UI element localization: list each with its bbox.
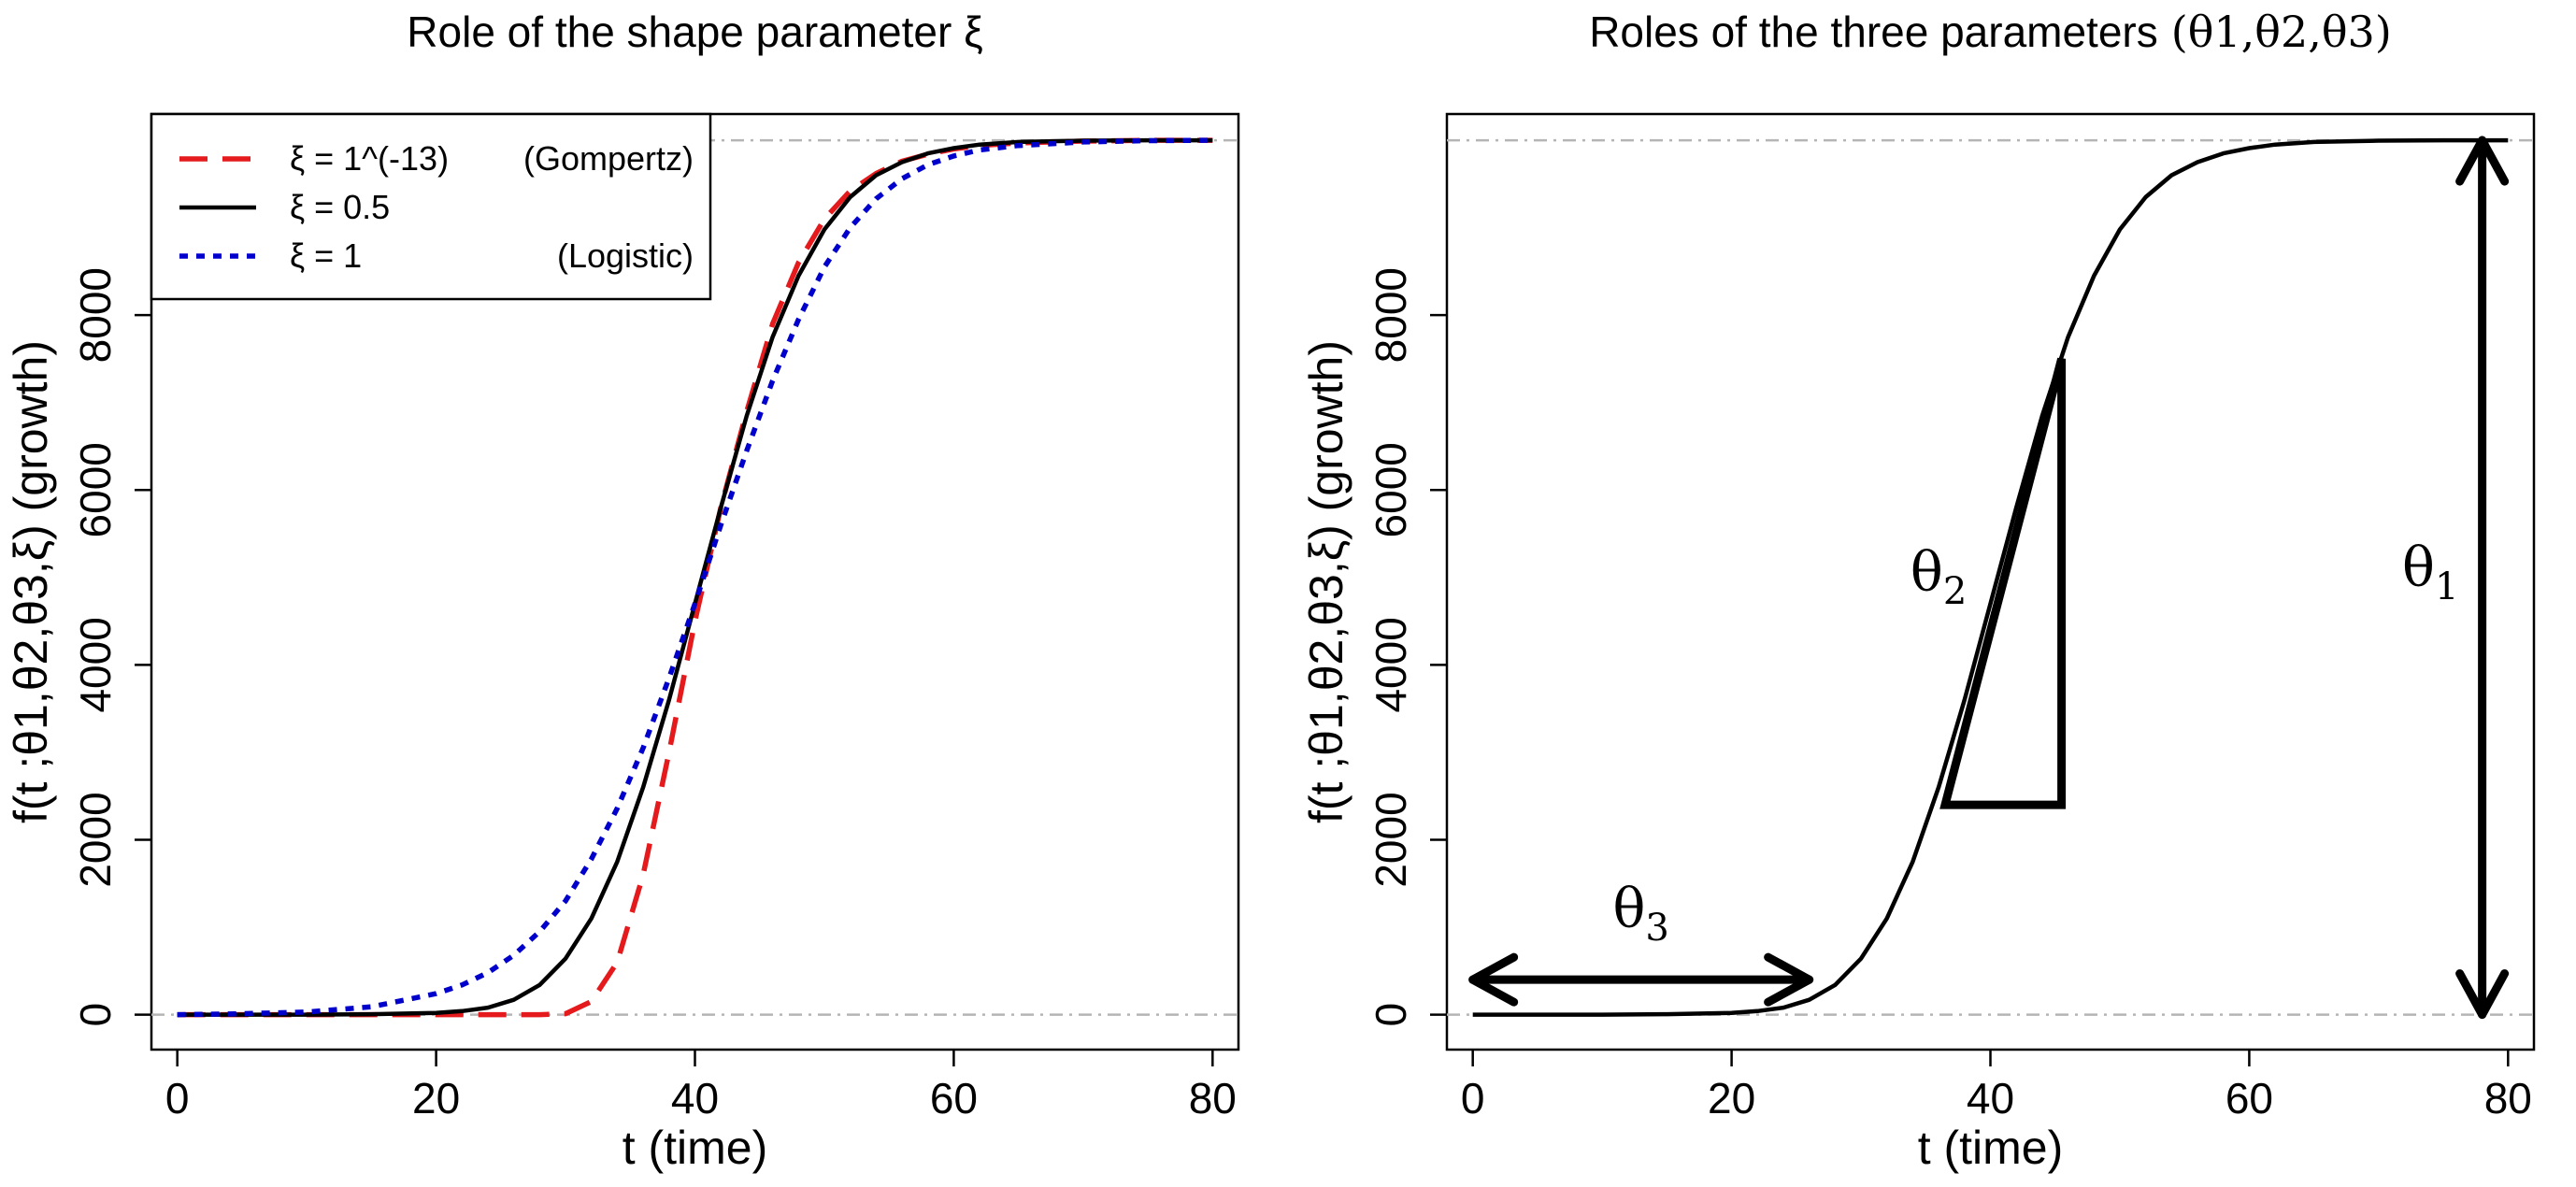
y-tick-label: 2000 xyxy=(1367,792,1415,887)
chart-title: Role of the shape parameter ξ xyxy=(407,7,982,56)
theta2-subscript: 2 xyxy=(1943,570,1967,613)
y-tick-label: 0 xyxy=(1367,1003,1415,1027)
y-tick-label: 8000 xyxy=(1367,267,1415,363)
x-axis-title: t (time) xyxy=(1918,1122,2064,1174)
theta1-label: θ1 xyxy=(2402,536,2458,608)
legend-note: (Gompertz) xyxy=(523,139,694,178)
theta1-head-bottom xyxy=(2455,969,2510,1020)
y-axis-title: f(t ;θ1,θ2,θ3,ξ) (growth) xyxy=(5,340,57,823)
x-axis-title: t (time) xyxy=(623,1122,768,1174)
legend-label: ξ = 1 xyxy=(290,236,362,275)
chart-title-math: (θ1,θ2,θ3) xyxy=(2171,7,2392,57)
theta3-head-right xyxy=(1764,952,1814,1007)
x-tick-label: 80 xyxy=(2484,1074,2532,1123)
y-axis-title: f(t ;θ1,θ2,θ3,ξ) (growth) xyxy=(1300,340,1352,823)
y-tick-label: 6000 xyxy=(1367,442,1415,537)
x-tick-label: 40 xyxy=(671,1074,719,1123)
series-line xyxy=(177,137,1213,1017)
theta1-arrow xyxy=(2455,136,2510,1020)
x-tick-label: 60 xyxy=(930,1074,978,1123)
x-tick-label: 20 xyxy=(1708,1074,1755,1123)
x-tick-label: 20 xyxy=(412,1074,460,1123)
theta3-label: θ3 xyxy=(1612,877,1668,950)
y-tick-label: 8000 xyxy=(71,267,120,363)
theta1-head-top xyxy=(2455,136,2510,186)
legend-label: ξ = 0.5 xyxy=(290,188,390,226)
theta3-symbol: θ xyxy=(1612,877,1645,940)
y-tick-label: 0 xyxy=(71,1003,120,1027)
chart-panel-2: 0 20 40 60 80 0 2000 4000 6000 8000 t (time) f(t ;θ… xyxy=(1300,7,2536,1174)
x-tick-label: 0 xyxy=(1461,1074,1485,1123)
theta3-head-left xyxy=(1468,952,1519,1007)
y-tick-label: 2000 xyxy=(71,792,120,887)
theta3-arrow xyxy=(1468,952,1814,1007)
theta2-symbol: θ xyxy=(1911,540,1943,604)
x-tick-label: 80 xyxy=(1189,1074,1237,1123)
chart-panel-1: 0 20 40 60 80 0 2000 4000 6000 8000 t (time) f(t ;θ… xyxy=(5,7,1240,1174)
x-tick-label: 0 xyxy=(165,1074,190,1123)
theta2-label: θ2 xyxy=(1911,540,1967,613)
plot-frame xyxy=(1445,112,2536,1051)
legend-label: ξ = 1^(-13) xyxy=(290,139,449,178)
theta1-symbol: θ xyxy=(2402,536,2435,599)
legend-note: (Logistic) xyxy=(557,236,694,275)
theta3-subscript: 3 xyxy=(1645,907,1668,950)
y-tick-label: 4000 xyxy=(71,617,120,712)
theta1-subscript: 1 xyxy=(2435,565,2458,608)
legend: ξ = 1^(-13) (Gompertz) ξ = 0.5 ξ = 1 (Logist… xyxy=(150,112,712,301)
y-tick-label: 6000 xyxy=(71,442,120,537)
chart-title: Roles of the three parameters (θ1,θ2,θ3) xyxy=(1589,7,2392,57)
y-tick-label: 4000 xyxy=(1367,617,1415,712)
chart-title-text: Roles of the three parameters xyxy=(1589,7,2158,56)
x-tick-label: 60 xyxy=(2225,1074,2273,1123)
x-tick-label: 40 xyxy=(1967,1074,2014,1123)
theta2-slope-triangle xyxy=(1939,357,2067,809)
series-line xyxy=(1472,137,2509,1017)
